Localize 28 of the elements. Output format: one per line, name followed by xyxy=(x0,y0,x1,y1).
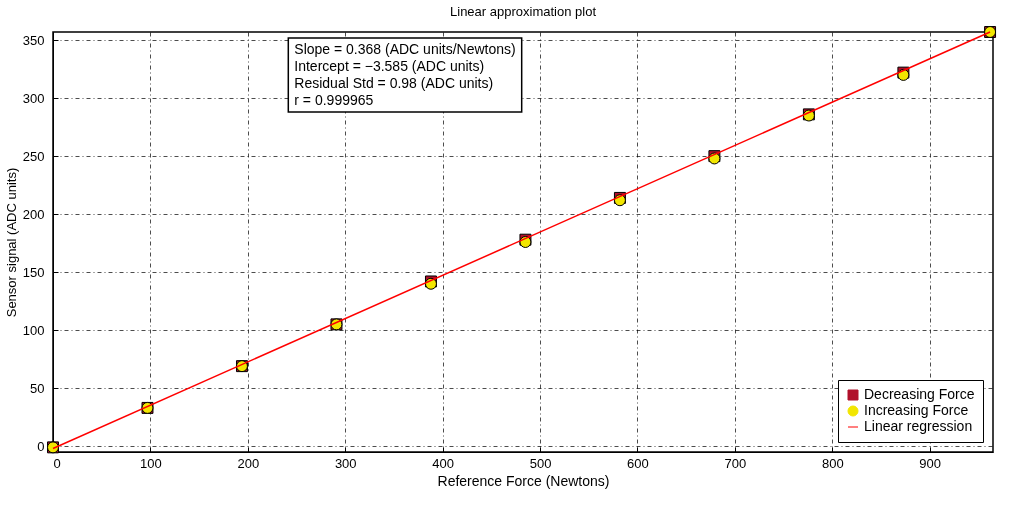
x-tick-label: 400 xyxy=(432,455,454,471)
x-tick-label: 500 xyxy=(529,455,552,471)
y-tick-label: 350 xyxy=(22,32,45,48)
y-axis-title: Sensor signal (ADC units) xyxy=(3,167,19,318)
x-tick-label: 0 xyxy=(53,455,61,471)
annotation: Residual Std = 0.98 (ADC units) xyxy=(294,75,494,91)
x-tick-label: 100 xyxy=(140,455,162,471)
x-tick-label: 800 xyxy=(821,455,844,471)
y-tick-label: 200 xyxy=(22,206,45,222)
annotation: Slope = 0.368 (ADC units/Newtons) xyxy=(294,41,516,57)
x-axis-title: Reference Force (Newtons) xyxy=(437,472,610,489)
legend-label: Linear regression xyxy=(864,418,973,434)
y-tick-label: 0 xyxy=(37,438,45,454)
annotation: Intercept = −3.585 (ADC units) xyxy=(294,58,485,74)
y-tick-label: 100 xyxy=(22,322,45,338)
y-tick-label: 50 xyxy=(30,380,45,396)
x-tick-label: 600 xyxy=(627,455,649,471)
x-tick-label: 200 xyxy=(237,455,260,471)
x-tick-label: 900 xyxy=(919,455,942,471)
x-tick-label: 700 xyxy=(724,455,747,471)
y-tick-label: 150 xyxy=(22,264,45,280)
chart-title: Linear approximation plot xyxy=(450,3,597,19)
y-tick-label: 300 xyxy=(22,90,45,106)
legend-label: Decreasing Force xyxy=(864,386,975,402)
annotation: r = 0.999965 xyxy=(294,92,374,108)
x-tick-label: 300 xyxy=(334,455,357,471)
y-tick-label: 250 xyxy=(22,148,45,164)
legend-label: Increasing Force xyxy=(864,402,969,418)
